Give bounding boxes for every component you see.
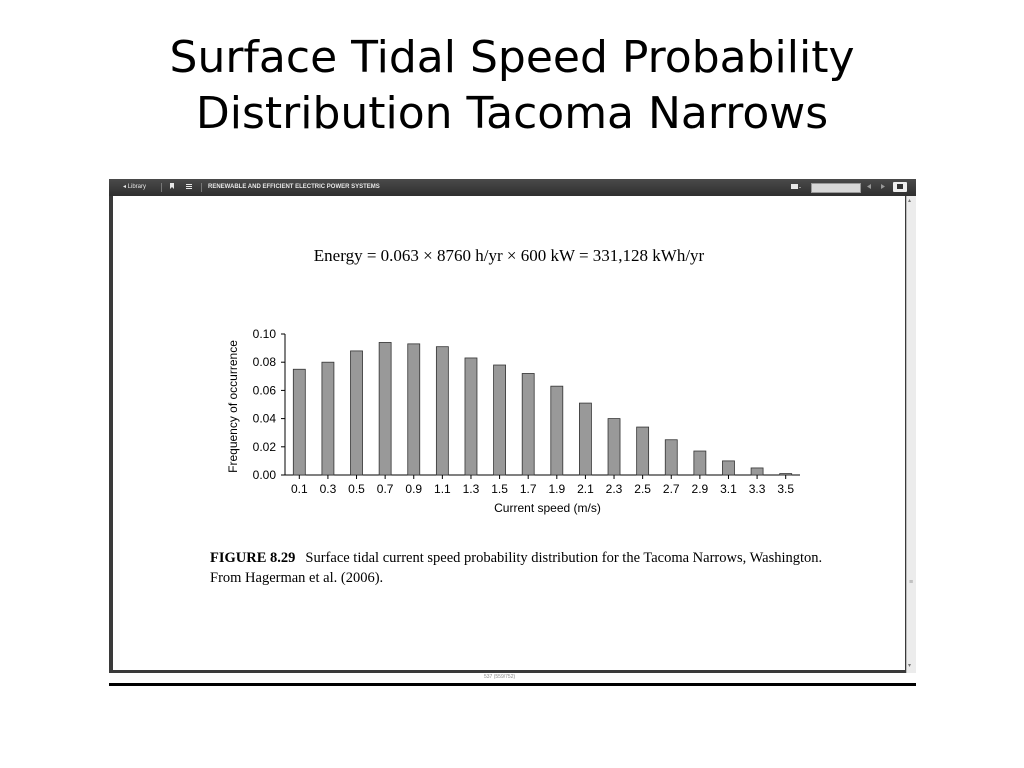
print-icon[interactable] — [790, 178, 802, 203]
book-title: RENEWABLE AND EFFICIENT ELECTRIC POWER S… — [208, 184, 380, 190]
bar — [407, 343, 421, 476]
bar — [636, 426, 650, 476]
next-icon[interactable] — [880, 178, 886, 203]
figure-label: FIGURE 8.29 — [210, 550, 296, 566]
bar — [378, 342, 392, 476]
y-tick-label: 0.04 — [253, 412, 277, 426]
bookmark-icon[interactable] — [169, 178, 175, 203]
ebook-viewer-window: ◂ Library RENEWABLE AND EFFICIENT ELECTR… — [109, 179, 916, 673]
bar — [750, 467, 764, 476]
viewer-toolbar: ◂ Library RENEWABLE AND EFFICIENT ELECTR… — [109, 179, 916, 196]
x-tick-label: 1.3 — [463, 482, 480, 496]
x-tick-label: 0.3 — [320, 482, 337, 496]
bar-chart: 0.00 0.02 0.04 0.06 0.08 0.10 0.1 0.3 0.5 0.7 0.9 1… — [226, 327, 800, 515]
x-tick-label: 1.7 — [520, 482, 537, 496]
display-icon[interactable] — [893, 182, 907, 192]
x-tick-label: 3.5 — [777, 482, 794, 496]
x-tick-label: 2.1 — [577, 482, 594, 496]
x-tick-label: 2.5 — [634, 482, 651, 496]
prev-icon[interactable] — [866, 178, 872, 203]
bar — [521, 373, 535, 476]
bar — [550, 385, 564, 476]
y-tick-label: 0.06 — [253, 383, 277, 397]
toc-icon[interactable] — [185, 178, 193, 203]
x-tick-label: 1.1 — [434, 482, 451, 496]
x-tick-label: 0.5 — [348, 482, 365, 496]
toolbar-divider — [201, 183, 202, 192]
x-tick-label: 2.3 — [606, 482, 623, 496]
page-number-indicator: 537 (559/752) — [484, 674, 516, 680]
y-tick-label: 0.10 — [253, 327, 277, 341]
x-tick-label: 2.9 — [692, 482, 709, 496]
bar — [464, 357, 478, 476]
library-button[interactable]: ◂ Library — [123, 184, 147, 190]
bar — [579, 402, 592, 476]
bar — [779, 473, 793, 476]
slide-title-line-1: Surface Tidal Speed Probability — [169, 32, 855, 83]
x-tick-label: 3.3 — [749, 482, 766, 496]
bar — [292, 368, 306, 476]
figure-caption: FIGURE 8.29 Surface tidal current speed p… — [210, 548, 830, 588]
y-tick-label: 0.02 — [253, 440, 277, 454]
x-tick-label: 2.7 — [663, 482, 680, 496]
x-tick-label: 3.1 — [720, 482, 737, 496]
bar — [664, 439, 678, 476]
y-tick-label: 0.00 — [253, 468, 277, 482]
bar — [607, 418, 621, 476]
vertical-scrollbar[interactable]: ▴ ≡ ▾ — [906, 196, 916, 673]
bar — [693, 450, 707, 476]
x-tick-label: 0.7 — [377, 482, 394, 496]
bar — [321, 361, 335, 476]
page-bottom-rule — [109, 683, 916, 686]
y-tick-label: 0.08 — [253, 355, 277, 369]
toolbar-divider — [161, 183, 162, 192]
y-axis-title: Frequency of occurrence — [226, 340, 240, 473]
x-tick-label: 1.5 — [491, 482, 508, 496]
bar — [722, 460, 735, 476]
slide-title: Surface Tidal Speed Probability Distribu… — [0, 30, 1024, 142]
bar — [435, 346, 449, 476]
x-axis-title: Current speed (m/s) — [494, 501, 601, 515]
slide-title-line-2: Distribution Tacoma Narrows — [195, 88, 829, 139]
scroll-grip-icon[interactable]: ≡ — [909, 579, 914, 586]
bar — [350, 350, 363, 476]
page-content: Energy = 0.063 × 8760 h/yr × 600 kW = 33… — [113, 196, 905, 670]
figure-caption-text: Surface tidal current speed probability … — [210, 550, 823, 586]
x-tick-label: 0.1 — [291, 482, 308, 496]
scroll-down-icon[interactable]: ▾ — [908, 663, 912, 669]
x-tick-label: 0.9 — [405, 482, 422, 496]
search-input[interactable] — [811, 183, 861, 193]
bar — [493, 364, 506, 476]
scroll-up-icon[interactable]: ▴ — [908, 198, 912, 204]
energy-equation: Energy = 0.063 × 8760 h/yr × 600 kW = 33… — [313, 246, 705, 265]
x-tick-label: 1.9 — [548, 482, 565, 496]
